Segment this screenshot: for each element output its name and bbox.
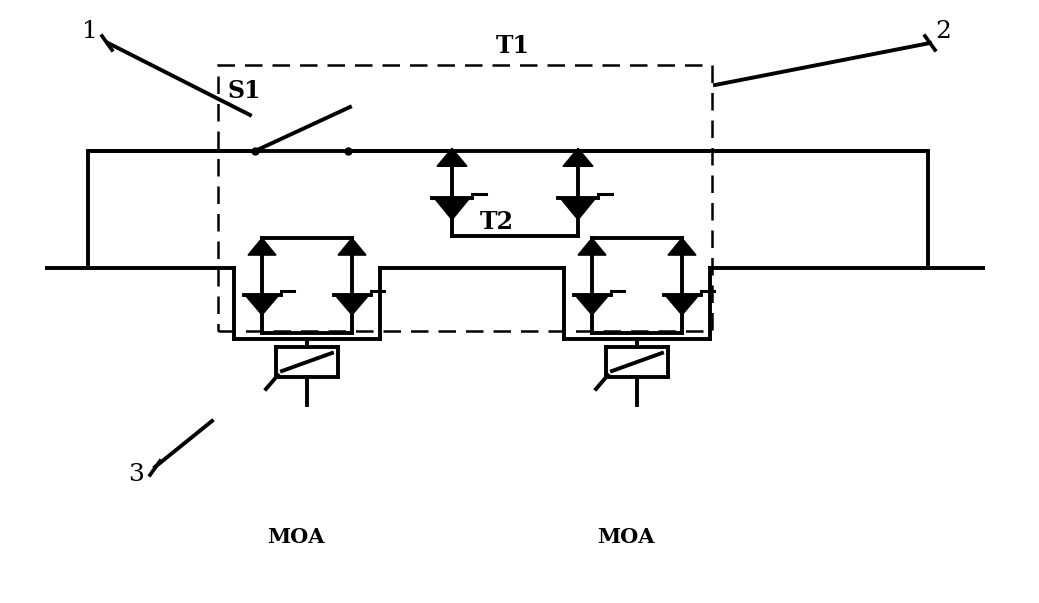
- Text: S1: S1: [228, 79, 262, 103]
- Polygon shape: [437, 148, 467, 166]
- Text: MOA: MOA: [597, 527, 655, 547]
- Polygon shape: [575, 295, 609, 315]
- Polygon shape: [245, 295, 279, 315]
- Polygon shape: [578, 238, 606, 255]
- Text: T2: T2: [480, 210, 514, 234]
- Text: 1: 1: [82, 20, 98, 43]
- Text: MOA: MOA: [267, 527, 324, 547]
- Polygon shape: [665, 295, 699, 315]
- Polygon shape: [560, 198, 596, 219]
- Text: 3: 3: [128, 463, 143, 486]
- Text: 2: 2: [935, 20, 951, 43]
- Bar: [218, 65, 712, 331]
- Polygon shape: [563, 148, 593, 166]
- Polygon shape: [434, 198, 470, 219]
- Polygon shape: [248, 238, 276, 255]
- Polygon shape: [335, 295, 369, 315]
- Polygon shape: [668, 238, 696, 255]
- Text: T1: T1: [496, 34, 530, 58]
- Polygon shape: [338, 238, 366, 255]
